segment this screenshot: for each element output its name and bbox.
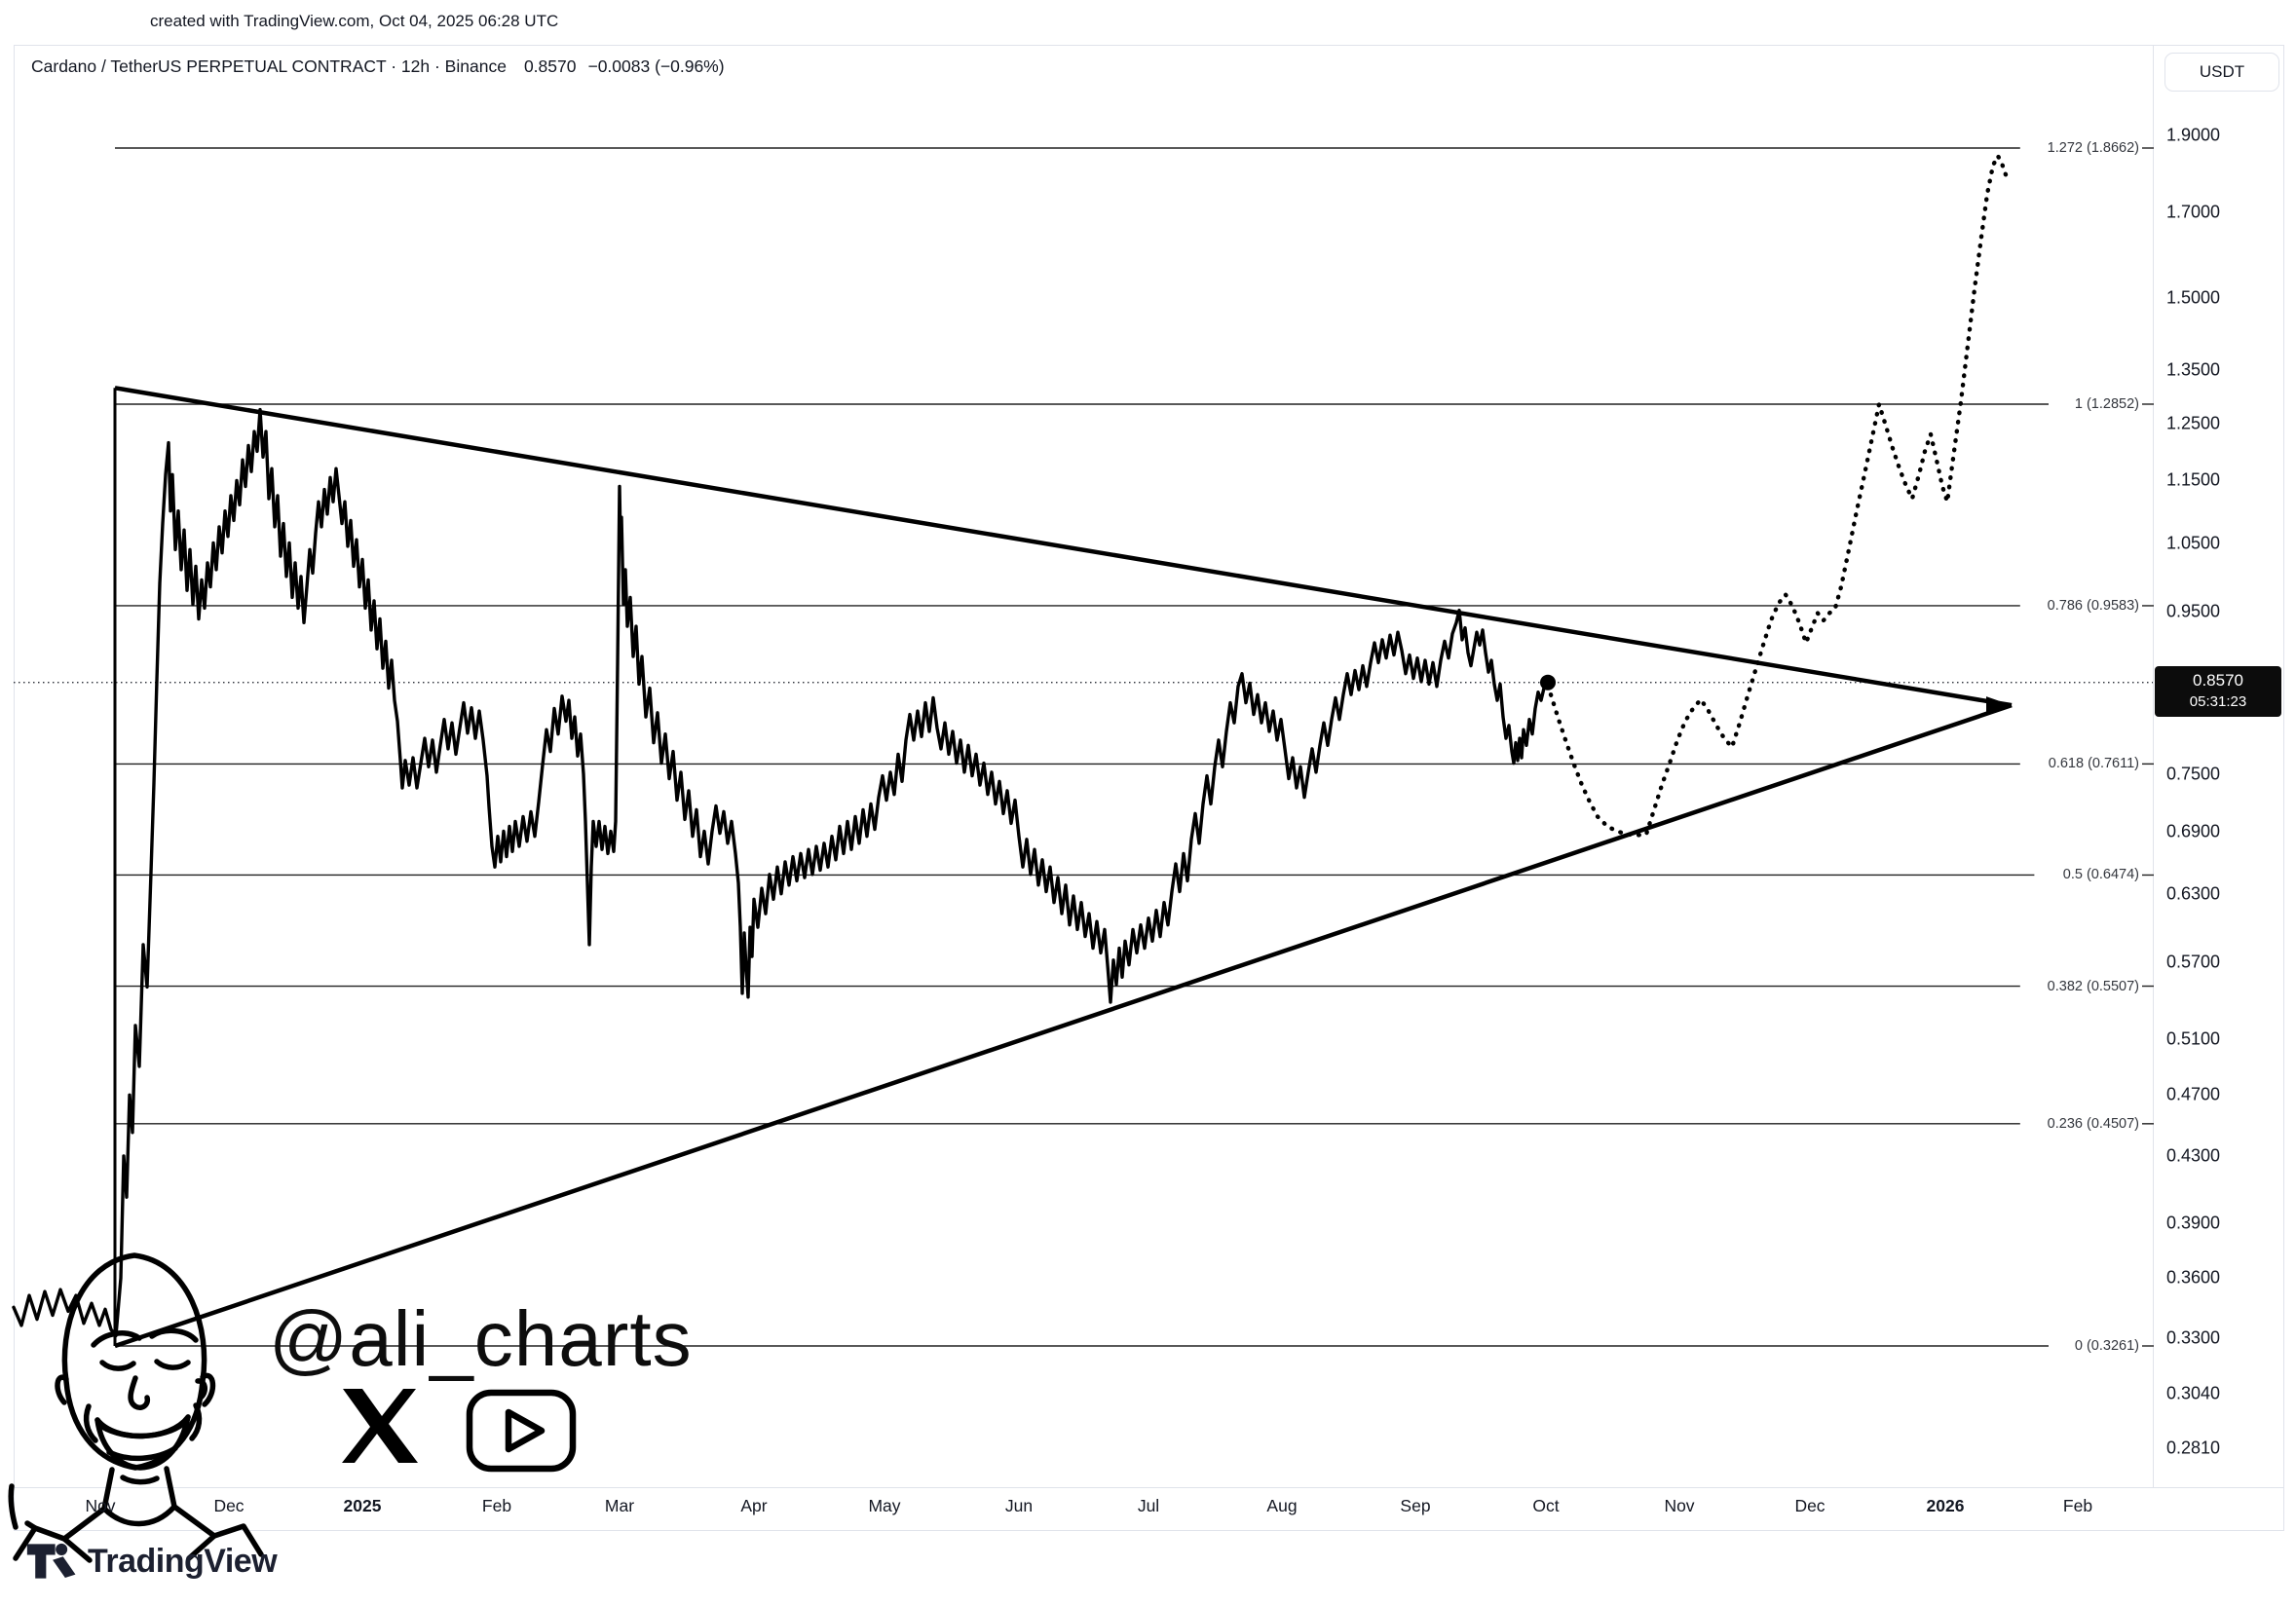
frame-border-left [14,45,15,1531]
frame-border-top [14,45,2284,46]
badge-countdown: 05:31:23 [2189,692,2247,710]
triangle-upper-trendline[interactable] [114,386,2013,708]
x-logo-icon [342,1389,418,1463]
price-axis-divider [2153,45,2154,1487]
tradingview-brand[interactable]: TradingView [25,1539,278,1584]
frame-border-bottom [14,1530,2284,1531]
badge-price: 0.8570 [2193,671,2243,690]
forecast-projection-line [1548,153,2013,838]
price-change: −0.0083 (−0.96%) [587,56,725,76]
triangle-lower-trendline[interactable] [114,703,2013,1349]
triangle-apex-tip [1986,696,2012,715]
last-price-dot [1540,674,1556,691]
watermark-handle-text: @ali_charts [269,1295,693,1382]
current-price-badge: 0.8570 05:31:23 [2155,666,2281,718]
youtube-icon [466,1389,577,1473]
price-line-series [12,407,1550,1338]
frame-border-right [2283,45,2284,1531]
tradingview-logo-icon [26,1543,76,1579]
artist-face-icon [8,1252,264,1563]
currency-usdt-button[interactable]: USDT [2164,53,2279,92]
time-axis-divider [14,1487,2284,1488]
tradingview-brand-text: TradingView [88,1542,278,1580]
last-price: 0.8570 [523,56,577,76]
symbol-title: Cardano / TetherUS PERPETUAL CONTRACT · … [31,56,507,76]
attribution-note: created with TradingView.com, Oct 04, 20… [150,12,559,30]
chart-legend[interactable]: Cardano / TetherUS PERPETUAL CONTRACT · … [31,56,725,77]
